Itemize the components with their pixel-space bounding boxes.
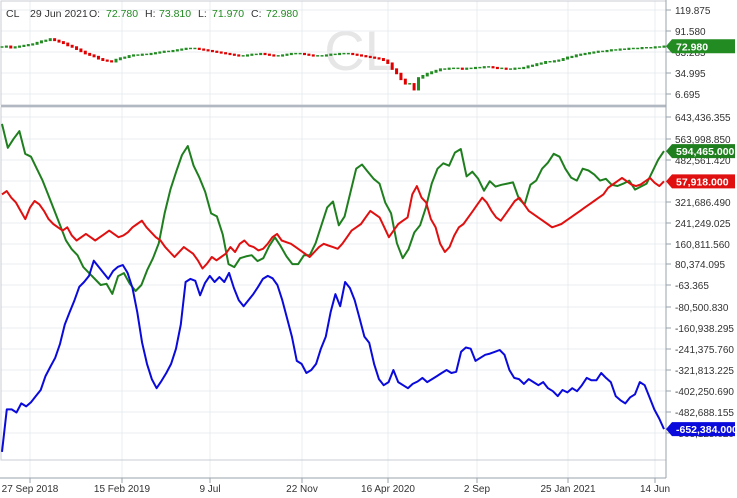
y-tick-label: 6.695: [675, 90, 700, 101]
header-low-value: 71.970: [212, 8, 244, 20]
badge-shape: [666, 39, 735, 54]
header-high-value: 73.810: [159, 8, 191, 20]
badge-label: 57,918.000: [676, 176, 729, 188]
y-tick-label: 241,249.025: [675, 219, 731, 230]
x-tick-label: 27 Sep 2018: [2, 484, 59, 495]
x-tick-label: 16 Apr 2020: [361, 484, 415, 495]
x-tick-label: 15 Feb 2019: [94, 484, 151, 495]
y-tick-label: -402,250.690: [675, 387, 734, 398]
blue-last-value-badge[interactable]: -652,384.000: [666, 422, 737, 437]
y-tick-label: 643,436.355: [675, 113, 731, 124]
x-tick-label: 22 Nov: [286, 484, 318, 495]
badge-label: 72.980: [676, 41, 708, 53]
symbol-watermark: CL: [324, 19, 396, 82]
green-last-value-badge[interactable]: 594,465.000: [666, 144, 735, 159]
price-last-value-badge[interactable]: 72.980: [666, 39, 735, 54]
header-open-value: 72.780: [106, 8, 138, 20]
badge-shape: [666, 422, 735, 437]
blue-series-line: [1, 259, 665, 453]
x-tick-label: 14 Jun: [640, 484, 670, 495]
red-series-line: [1, 176, 665, 270]
y-tick-label: 563,998.850: [675, 135, 731, 146]
header-low-label: L:: [198, 8, 207, 20]
header-close-value: 72.980: [266, 8, 298, 20]
y-tick-label: 80,374.095: [675, 260, 725, 271]
last-value-badges[interactable]: 72.980 594,465.000 57,918.000 -652,384.000: [666, 39, 737, 437]
y-tick-label: -63.365: [675, 281, 709, 292]
y-tick-label: 119.875: [675, 6, 711, 17]
red-last-value-badge[interactable]: 57,918.000: [666, 174, 735, 189]
indicator-lines: [1, 123, 665, 453]
y-tick-label: 34.995: [675, 69, 706, 80]
y-tick-label: -160,938.295: [675, 324, 734, 335]
header-date: 29 Jun 2021: [30, 8, 88, 20]
y-tick-label: -482,688.155: [675, 408, 734, 419]
y-tick-label: 160,811.560: [675, 240, 730, 251]
y-tick-label: 91.580: [675, 27, 706, 38]
y-tick-label: -80,500.830: [675, 303, 729, 314]
price-candles: [0, 38, 666, 91]
x-tick-label: 25 Jan 2021: [540, 484, 595, 495]
grid-lines: [1, 1, 666, 478]
header-symbol: CL: [6, 8, 20, 20]
header-open-label: O:: [89, 8, 100, 20]
badge-shape: [666, 144, 735, 159]
header-high-label: H:: [145, 8, 156, 20]
header-close-label: C:: [251, 8, 262, 20]
badge-label: 594,465.000: [676, 146, 735, 158]
y-tick-label: 63.285: [675, 48, 706, 59]
x-tick-label: 9 Jul: [199, 484, 220, 495]
y-tick-label: 321,686.490: [675, 198, 731, 209]
ohlc-header: CL 29 Jun 2021 O: 72.780 H: 73.810 L: 71…: [6, 8, 298, 20]
y-tick-label: -241,375.760: [675, 345, 734, 356]
y-tick-label: -321,813.225: [675, 366, 734, 377]
badge-shape: [666, 174, 735, 189]
y-tick-label: 482,561.420: [675, 156, 731, 167]
green-series-line: [1, 123, 665, 295]
badge-label: -652,384.000: [676, 424, 737, 436]
x-tick-label: 2 Sep: [464, 484, 491, 495]
x-axis-ticks: 27 Sep 2018 15 Feb 2019 9 Jul 22 Nov 16 Apr …: [2, 478, 670, 495]
